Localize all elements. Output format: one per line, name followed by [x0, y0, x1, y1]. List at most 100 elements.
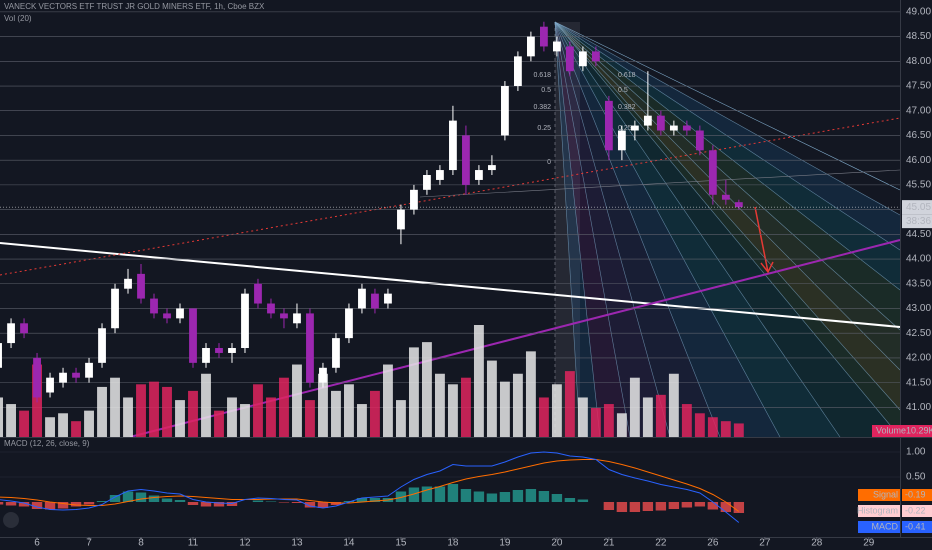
candle-body [682, 125, 691, 131]
candle-body [449, 120, 457, 171]
histogram-bar [356, 498, 368, 502]
histogram-bar [707, 502, 719, 510]
candle-body [475, 170, 483, 180]
macd-title: MACD (12, 26, close, 9) [4, 439, 90, 448]
x-tick-label: 22 [655, 538, 667, 549]
y-tick-label: 46.00 [906, 155, 931, 166]
trend-line [0, 117, 901, 276]
candle-body [163, 313, 171, 319]
volume-bar [616, 413, 627, 437]
indicator-line [0, 451, 740, 523]
histogram-bar [18, 502, 30, 507]
histogram-bar [278, 502, 290, 503]
histogram-bar [317, 502, 329, 508]
y-tick-label: 48.00 [906, 56, 931, 67]
volume-bar [694, 413, 705, 437]
fan-line [554, 21, 901, 251]
volume-bar [149, 381, 159, 437]
histogram-bar [434, 486, 446, 502]
countdown-label: 38:36 [906, 216, 931, 227]
y-tick-label: 43.50 [906, 278, 931, 289]
volume-bar [292, 364, 302, 437]
price-tag-label: 45.05 [906, 202, 931, 213]
candle-body [72, 372, 80, 378]
histogram-bar [291, 502, 303, 503]
volume-bar [0, 397, 3, 437]
histogram-bar [668, 502, 680, 509]
histogram-bar [148, 495, 160, 502]
volume-bar [214, 410, 224, 437]
volume-bar [668, 373, 679, 437]
volume-bar [564, 371, 575, 437]
volume-bar [136, 384, 146, 437]
legend-name: Signal [873, 489, 898, 499]
histogram-bar [525, 489, 537, 502]
logo[interactable] [3, 512, 19, 528]
candle-body [293, 313, 301, 324]
fan-label: 0.25 [618, 125, 632, 132]
fan-line [554, 21, 601, 438]
candle-body [137, 273, 145, 299]
candle-body [124, 278, 132, 289]
y-tick-label: 48.50 [906, 31, 931, 42]
volume-bar [655, 394, 666, 437]
volume-bar [84, 410, 94, 437]
candle-body [85, 362, 93, 378]
trend-line [0, 242, 901, 328]
histogram-bar [226, 502, 238, 506]
candle-body [59, 372, 67, 383]
volume-bar [603, 404, 614, 437]
volume-bar [512, 373, 523, 437]
volume-bar [590, 408, 601, 437]
candle-body [20, 323, 28, 334]
legend-name-box [858, 489, 900, 501]
candle-body [332, 338, 340, 368]
x-tick-label: 8 [138, 538, 144, 549]
volume-bar [357, 404, 367, 437]
volume-bar [538, 397, 549, 437]
volume-bar [305, 400, 315, 437]
candle-body [176, 308, 184, 319]
histogram-bar [304, 502, 316, 508]
histogram-bar [512, 490, 524, 502]
histogram-bar [0, 502, 4, 505]
candle-body [617, 130, 626, 151]
histogram-bar [460, 489, 472, 502]
candle-body [695, 130, 704, 151]
candle-body [436, 170, 444, 180]
candle-body [267, 303, 275, 314]
y-tick-label: 41.00 [906, 402, 931, 413]
candle-body [319, 367, 327, 383]
volume-bar [318, 373, 328, 437]
y-tick-label: 49.00 [906, 7, 931, 18]
y-tick-label: 0.50 [906, 472, 926, 483]
y-tick-label: 45.50 [906, 180, 931, 191]
x-tick-label: 12 [239, 538, 251, 549]
histogram-bar [213, 502, 225, 507]
x-tick-label: 28 [811, 538, 823, 549]
volume-bar [123, 397, 133, 437]
candle-body [734, 202, 743, 208]
histogram-bar [538, 491, 550, 502]
legend-name: Histogram [857, 505, 898, 515]
y-tick-label: 43.00 [906, 303, 931, 314]
histogram-bar [486, 493, 498, 502]
histogram-bar [681, 502, 693, 508]
histogram-bar [642, 502, 654, 511]
candle-body [423, 174, 431, 190]
candle-body [111, 288, 119, 329]
histogram-bar [5, 502, 17, 506]
candle-body [306, 313, 314, 383]
candle-body [358, 288, 366, 309]
volume-bar [396, 400, 406, 437]
histogram-bar [395, 491, 407, 502]
histogram-bar [369, 498, 381, 502]
volume-bar [58, 413, 68, 437]
fan-line [554, 21, 581, 438]
histogram-bar [31, 502, 43, 509]
fan-line [554, 21, 901, 411]
legend-value-box [902, 505, 932, 517]
legend-value-box [902, 521, 932, 533]
histogram-bar [408, 487, 420, 502]
